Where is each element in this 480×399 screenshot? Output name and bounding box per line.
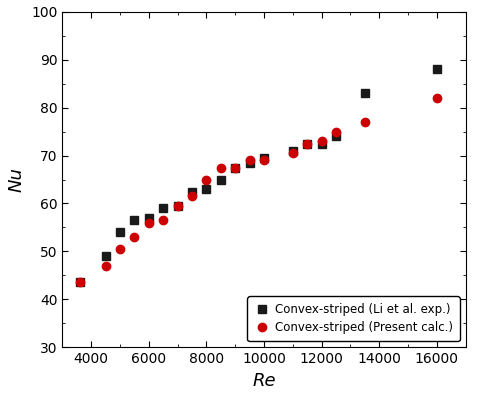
Convex-striped (Li et al. exp.) — [319, 141, 324, 146]
Convex-striped (Present calc.) — [261, 158, 267, 163]
Convex-striped (Present calc.) — [175, 203, 180, 208]
Convex-striped (Present calc.) — [304, 141, 310, 146]
Convex-striped (Present calc.) — [204, 177, 209, 182]
Convex-striped (Li et al. exp.) — [117, 230, 123, 235]
Convex-striped (Present calc.) — [232, 165, 238, 170]
Line: Convex-striped (Li et al. exp.): Convex-striped (Li et al. exp.) — [75, 65, 441, 286]
Convex-striped (Li et al. exp.) — [160, 206, 166, 211]
Legend: Convex-striped (Li et al. exp.), Convex-striped (Present calc.): Convex-striped (Li et al. exp.), Convex-… — [248, 296, 460, 341]
Convex-striped (Li et al. exp.) — [434, 67, 440, 72]
Convex-striped (Present calc.) — [146, 220, 152, 225]
Convex-striped (Li et al. exp.) — [362, 91, 368, 96]
Convex-striped (Present calc.) — [77, 280, 83, 285]
Convex-striped (Li et al. exp.) — [247, 160, 252, 165]
Convex-striped (Li et al. exp.) — [333, 134, 339, 139]
Convex-striped (Present calc.) — [333, 129, 339, 134]
Convex-striped (Li et al. exp.) — [132, 218, 137, 223]
Convex-striped (Li et al. exp.) — [103, 254, 108, 259]
Y-axis label: Nu: Nu — [8, 167, 25, 192]
Convex-striped (Li et al. exp.) — [232, 165, 238, 170]
Convex-striped (Present calc.) — [362, 120, 368, 124]
Convex-striped (Present calc.) — [290, 151, 296, 156]
Convex-striped (Li et al. exp.) — [218, 177, 224, 182]
X-axis label: Re: Re — [252, 371, 276, 389]
Convex-striped (Present calc.) — [132, 235, 137, 239]
Convex-striped (Present calc.) — [434, 96, 440, 101]
Convex-striped (Li et al. exp.) — [77, 280, 83, 285]
Convex-striped (Li et al. exp.) — [304, 141, 310, 146]
Convex-striped (Li et al. exp.) — [175, 203, 180, 208]
Convex-striped (Present calc.) — [218, 165, 224, 170]
Convex-striped (Li et al. exp.) — [189, 189, 195, 194]
Convex-striped (Present calc.) — [189, 194, 195, 199]
Convex-striped (Li et al. exp.) — [290, 148, 296, 153]
Convex-striped (Present calc.) — [117, 247, 123, 251]
Convex-striped (Li et al. exp.) — [146, 215, 152, 220]
Convex-striped (Present calc.) — [247, 158, 252, 163]
Convex-striped (Present calc.) — [319, 139, 324, 144]
Convex-striped (Li et al. exp.) — [261, 156, 267, 160]
Line: Convex-striped (Present calc.): Convex-striped (Present calc.) — [75, 94, 441, 286]
Convex-striped (Present calc.) — [103, 263, 108, 268]
Convex-striped (Li et al. exp.) — [204, 187, 209, 192]
Convex-striped (Present calc.) — [160, 218, 166, 223]
